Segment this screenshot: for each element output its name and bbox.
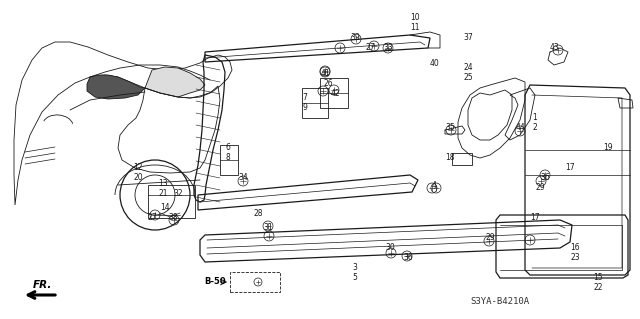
Text: 23: 23: [570, 254, 580, 263]
Text: 22: 22: [593, 284, 603, 293]
Text: 18: 18: [445, 153, 455, 162]
Text: 1: 1: [532, 114, 538, 122]
Text: 17: 17: [530, 213, 540, 222]
Bar: [230, 272, 280, 292]
Text: 12: 12: [133, 164, 143, 173]
Text: 27: 27: [147, 213, 157, 222]
Text: 21: 21: [158, 189, 168, 197]
Text: 38: 38: [168, 213, 178, 222]
Text: 33: 33: [383, 43, 393, 53]
Text: 30: 30: [385, 243, 395, 253]
Text: 8: 8: [226, 153, 230, 162]
Text: 25: 25: [463, 73, 473, 83]
Text: 2: 2: [532, 123, 538, 132]
Text: 28: 28: [253, 209, 263, 218]
Text: 26: 26: [323, 78, 333, 87]
Text: 24: 24: [463, 63, 473, 72]
Text: 11: 11: [410, 24, 420, 33]
Text: 13: 13: [158, 179, 168, 188]
Text: 39: 39: [350, 33, 360, 42]
Polygon shape: [87, 75, 145, 99]
Text: 9: 9: [303, 103, 307, 113]
Text: 16: 16: [570, 243, 580, 253]
Text: 5: 5: [353, 273, 357, 283]
Text: 6: 6: [225, 144, 230, 152]
Text: S3YA-B4210A: S3YA-B4210A: [470, 298, 529, 307]
Text: 35: 35: [445, 123, 455, 132]
Text: 37: 37: [463, 33, 473, 42]
Text: 36: 36: [403, 254, 413, 263]
Text: FR.: FR.: [33, 280, 52, 290]
Text: 32: 32: [173, 189, 183, 197]
Text: 19: 19: [603, 144, 613, 152]
Text: 17: 17: [565, 164, 575, 173]
Text: 44: 44: [515, 123, 525, 132]
Text: 31: 31: [263, 224, 273, 233]
Text: 27: 27: [365, 43, 375, 53]
Text: 34: 34: [238, 174, 248, 182]
Text: 41: 41: [320, 69, 330, 78]
Text: 10: 10: [410, 13, 420, 23]
Text: 29: 29: [535, 183, 545, 192]
Text: 7: 7: [303, 93, 307, 102]
Text: 15: 15: [593, 273, 603, 283]
Text: 3: 3: [353, 263, 357, 272]
Polygon shape: [145, 67, 205, 97]
Text: 36: 36: [540, 174, 550, 182]
Text: 42: 42: [330, 88, 340, 98]
Text: 4: 4: [431, 181, 436, 189]
Text: 14: 14: [160, 204, 170, 212]
Text: 29: 29: [485, 234, 495, 242]
Text: B-50: B-50: [204, 278, 226, 286]
Text: 43: 43: [550, 43, 560, 53]
Text: 40: 40: [430, 58, 440, 68]
Text: 20: 20: [133, 174, 143, 182]
